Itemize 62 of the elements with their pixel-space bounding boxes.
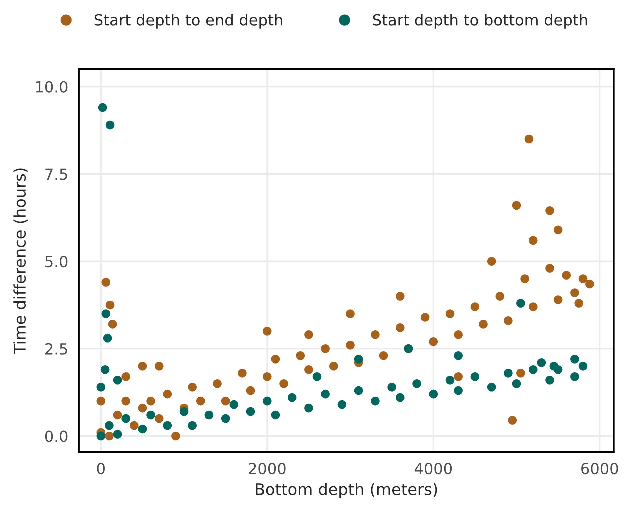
point <box>146 410 156 420</box>
y-tick-label: 0.0 <box>45 430 68 442</box>
x-tick-label: 6000 <box>582 463 618 475</box>
point <box>106 120 115 130</box>
point <box>188 421 197 430</box>
point <box>113 376 122 385</box>
point <box>105 421 114 430</box>
point <box>537 358 546 368</box>
point <box>446 376 455 385</box>
point <box>487 382 496 392</box>
point <box>100 365 110 374</box>
point <box>388 382 396 392</box>
point <box>429 390 438 399</box>
y-tick-label: 7.5 <box>46 168 68 180</box>
point <box>138 424 148 434</box>
point <box>454 386 463 396</box>
point <box>570 372 580 382</box>
point <box>516 299 526 308</box>
legend-label: Start depth to bottom depth <box>373 14 588 29</box>
point <box>221 414 230 424</box>
point <box>570 354 580 364</box>
point <box>321 390 330 399</box>
point <box>304 404 314 413</box>
point <box>354 386 364 396</box>
point <box>163 421 172 430</box>
point <box>454 351 463 360</box>
point <box>113 430 122 439</box>
point <box>396 393 405 402</box>
point <box>263 396 272 406</box>
point <box>528 365 538 374</box>
point <box>338 400 347 410</box>
x-tick-label: 4000 <box>414 463 452 475</box>
point <box>230 400 239 410</box>
x-tick-label: 0 <box>97 463 105 475</box>
point <box>103 334 112 343</box>
point <box>98 103 108 112</box>
y-tick-label: 5.0 <box>46 256 68 268</box>
point <box>470 372 480 382</box>
point <box>504 368 513 378</box>
point <box>371 396 380 406</box>
point <box>578 362 588 371</box>
x-tick-label: 2000 <box>249 463 286 475</box>
point <box>102 310 111 318</box>
legend-label: Start depth to end depth <box>94 14 282 29</box>
point <box>246 407 256 416</box>
point <box>512 379 522 388</box>
x-axis-title: Bottom depth (meters) <box>256 483 438 499</box>
point <box>546 376 554 385</box>
point <box>96 432 106 441</box>
point <box>271 410 280 420</box>
point <box>122 414 130 424</box>
point <box>288 393 297 402</box>
point <box>554 365 563 374</box>
point <box>412 379 422 388</box>
point <box>312 372 322 382</box>
y-tick-label: 2.5 <box>46 343 68 355</box>
point <box>96 382 106 392</box>
y-axis-title: Time difference (hours) <box>14 168 28 354</box>
point <box>180 407 189 416</box>
y-tick-label: 10.0 <box>36 81 68 93</box>
point <box>354 354 364 364</box>
point <box>204 410 214 420</box>
